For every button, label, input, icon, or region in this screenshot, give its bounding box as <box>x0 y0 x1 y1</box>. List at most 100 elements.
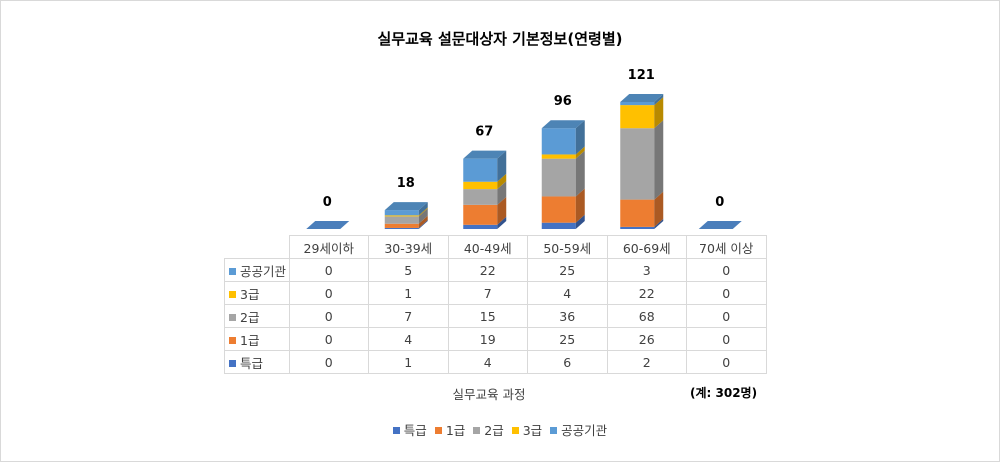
bar-side <box>497 150 507 182</box>
legend-label: 공공기관 <box>561 423 608 438</box>
data-value-cell: 3 <box>606 258 687 282</box>
total-label: 121 <box>628 68 655 83</box>
series-name: 2급 <box>240 309 260 325</box>
bar-side <box>497 181 507 205</box>
bar-segment <box>620 97 664 129</box>
series-row-label: 공공기관 <box>224 258 290 282</box>
bar-empty-5 <box>698 221 742 229</box>
data-value-cell: 22 <box>447 258 528 282</box>
series-name: 1급 <box>240 332 260 348</box>
series-row-label: 2급 <box>224 304 290 328</box>
table-row: 공공기관 0 5 22 25 3 0 <box>224 258 767 282</box>
chart-title: 실무교육 설문대상자 기본정보(연령별) <box>377 30 623 48</box>
bar-segment <box>620 218 664 229</box>
bar-segment <box>463 173 507 190</box>
bar-segment <box>620 120 664 200</box>
bar-segment <box>541 188 585 223</box>
data-value-cell: 0 <box>686 304 767 328</box>
data-value-cell: 4 <box>368 327 449 351</box>
series-name: 특급 <box>240 355 264 371</box>
bar-empty-0 <box>306 221 350 229</box>
data-value-cell: 0 <box>288 281 369 305</box>
bar-side <box>654 93 664 106</box>
bar-front <box>541 158 576 197</box>
bar-front <box>463 189 498 205</box>
bar-top-cap <box>384 202 428 211</box>
bar-segment <box>463 150 507 182</box>
total-label: 96 <box>554 94 572 109</box>
legend: 특급 1급 2급 3급 공공기관 <box>0 420 1000 439</box>
bar-side <box>654 191 664 227</box>
data-value-cell: 0 <box>686 327 767 351</box>
bar-front <box>463 158 498 182</box>
data-value-cell: 26 <box>606 327 687 351</box>
bar-segment <box>384 219 428 229</box>
legend-color-key <box>473 427 481 434</box>
bar-side <box>418 215 428 228</box>
data-value-cell: 1 <box>368 281 449 305</box>
series-color-key <box>229 359 236 367</box>
bar-segment <box>384 207 428 217</box>
legend-color-key <box>511 427 519 434</box>
legend-label: 1급 <box>445 423 466 438</box>
legend-color-key <box>434 427 442 434</box>
data-value-cell: 0 <box>288 327 369 351</box>
category-tick-label: 50-59세 <box>527 235 608 259</box>
bar-front <box>620 199 655 227</box>
bar-segment <box>541 150 585 197</box>
legend-item: 공공기관 <box>550 420 607 439</box>
data-value-cell: 7 <box>368 304 449 328</box>
legend-label: 2급 <box>484 423 504 438</box>
bar-side <box>654 97 664 129</box>
category-tick-label: 40-49세 <box>447 235 528 259</box>
category-tick-label: 70세 이상 <box>686 235 767 259</box>
bar-front <box>541 196 576 223</box>
category-tick-label: 30-39세 <box>368 235 449 259</box>
data-value-cell: 6 <box>527 350 608 374</box>
bar-segment <box>620 191 664 227</box>
bar-side <box>497 173 507 190</box>
bar-front <box>384 223 419 228</box>
bar-side <box>654 120 664 200</box>
bar-front <box>620 101 655 106</box>
series-name: 3급 <box>240 286 260 302</box>
bar-side <box>497 196 507 225</box>
bar-front <box>463 224 498 229</box>
bar-segment <box>463 216 507 229</box>
data-value-cell: 1 <box>368 350 449 374</box>
series-color-key <box>229 290 236 298</box>
bar-side <box>418 202 428 216</box>
category-tick-label: 29세이하 <box>288 235 369 259</box>
series-row-label: 특급 <box>224 350 290 374</box>
bar-front <box>620 105 655 129</box>
legend-label: 특급 <box>403 423 427 438</box>
bar-top-cap <box>620 93 664 102</box>
bar-side <box>497 216 507 229</box>
bar-side <box>575 150 585 197</box>
series-name: 공공기관 <box>240 263 287 279</box>
bar-side <box>575 146 585 159</box>
total-label: 0 <box>323 195 332 210</box>
bar-top-cap <box>541 120 585 129</box>
bar-segment <box>541 146 585 159</box>
legend-item: 특급 <box>392 420 427 439</box>
data-value-cell: 0 <box>288 350 369 374</box>
series-color-key <box>229 336 236 344</box>
bar-side <box>575 188 585 223</box>
data-table: 29세이하 30-39세 40-49세 50-59세 60-69세 70세 이상 공공기관… <box>224 235 767 374</box>
total-label: 0 <box>715 195 724 210</box>
legend-color-key <box>550 427 558 434</box>
bar-segment <box>541 214 585 229</box>
bar-segment <box>620 93 664 106</box>
data-value-cell: 5 <box>368 258 449 282</box>
data-value-cell: 0 <box>686 258 767 282</box>
total-note: (계: 302명) <box>690 386 758 400</box>
series-row-label: 1급 <box>224 327 290 351</box>
bar-segment <box>463 196 507 225</box>
legend-color-key <box>392 427 400 434</box>
bar-front <box>541 154 576 159</box>
bar-front <box>384 216 419 224</box>
bar-side <box>418 207 428 217</box>
